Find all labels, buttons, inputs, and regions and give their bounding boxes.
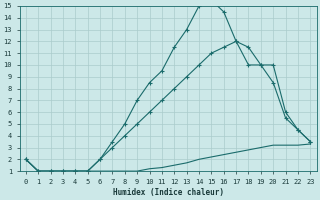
X-axis label: Humidex (Indice chaleur): Humidex (Indice chaleur) xyxy=(113,188,224,197)
